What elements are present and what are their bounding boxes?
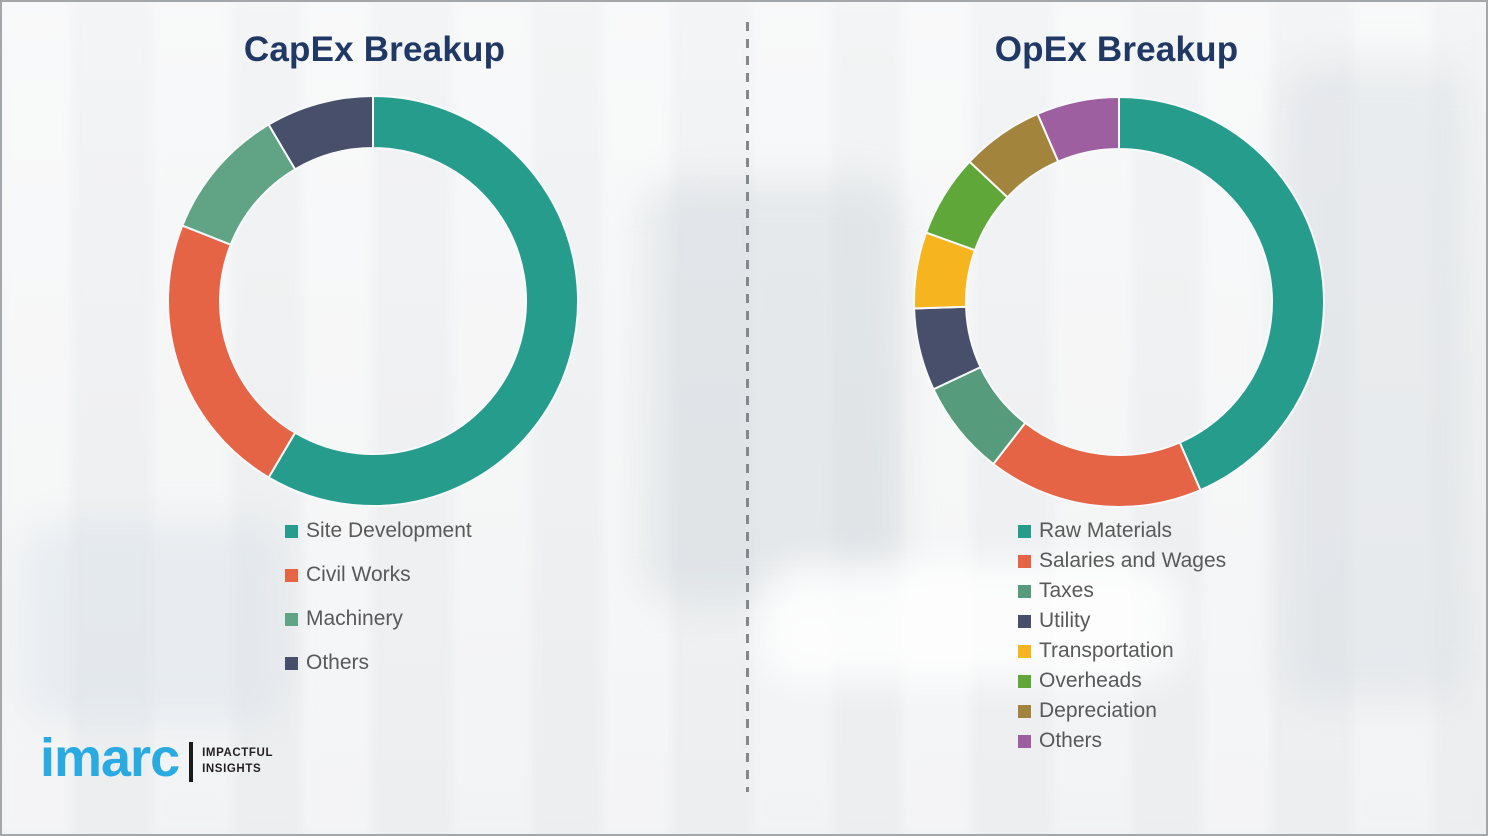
background-blob	[22, 522, 282, 722]
legend-item: Transportation	[1018, 639, 1226, 662]
legend-item: Others	[285, 651, 472, 674]
legend-label: Taxes	[1039, 579, 1094, 602]
legend-swatch	[285, 656, 298, 670]
capex-title: CapEx Breakup	[243, 30, 506, 69]
donut-segment	[1036, 95, 1120, 163]
legend-swatch	[1018, 704, 1031, 718]
legend-swatch	[1018, 734, 1031, 748]
legend-swatch	[1018, 614, 1031, 628]
legend-label: Overheads	[1039, 669, 1142, 692]
legend-label: Depreciation	[1039, 699, 1157, 722]
logo-tagline-line1: IMPACTFUL	[202, 747, 274, 760]
legend-item: Civil Works	[285, 563, 472, 586]
donut-segment	[267, 94, 579, 507]
legend-item: Overheads	[1018, 669, 1226, 692]
legend-item: Machinery	[285, 607, 472, 630]
legend-label: Salaries and Wages	[1039, 549, 1227, 572]
legend-swatch	[1018, 554, 1031, 568]
legend-label: Raw Materials	[1039, 519, 1173, 542]
legend-label: Utility	[1039, 609, 1091, 632]
legend-item: Depreciation	[1018, 699, 1226, 722]
capex-legend: Site Development Civil Works Machinery O…	[285, 519, 472, 696]
legend-swatch	[285, 568, 298, 582]
opex-legend: Raw Materials Salaries and Wages Taxes U…	[1018, 519, 1227, 760]
imarc-logo: imarc IMPACTFUL INSIGHTS	[40, 731, 273, 789]
legend-item: Raw Materials	[1018, 519, 1226, 542]
background-blob	[642, 182, 902, 602]
legend-label: Others	[306, 651, 370, 674]
legend-item: Others	[1018, 729, 1226, 752]
legend-item: Taxes	[1018, 579, 1226, 602]
legend-label: Civil Works	[306, 563, 411, 586]
legend-item: Salaries and Wages	[1018, 549, 1227, 572]
legend-swatch	[285, 524, 298, 538]
legend-item: Utility	[1018, 609, 1226, 632]
legend-swatch	[1018, 524, 1031, 538]
legend-swatch	[1018, 674, 1031, 688]
legend-swatch	[285, 612, 298, 626]
imarc-wordmark: imarc	[40, 728, 180, 788]
legend-label: Machinery	[306, 607, 403, 630]
capex-donut-chart	[167, 94, 579, 507]
legend-item: Site Development	[285, 519, 472, 542]
logo-tagline-line2: INSIGHTS	[202, 763, 262, 775]
donut-segment	[267, 94, 374, 171]
legend-swatch	[1018, 644, 1031, 658]
legend-label: Others	[1039, 729, 1103, 752]
logo-tagline: IMPACTFUL INSIGHTS	[202, 746, 273, 777]
vertical-dashed-divider	[746, 22, 749, 792]
donut-segment	[167, 224, 297, 479]
opex-title: OpEx Breakup	[994, 30, 1239, 69]
legend-label: Site Development	[306, 519, 472, 542]
donut-segment	[1118, 95, 1325, 492]
donut-segment	[991, 421, 1202, 508]
opex-donut-chart	[913, 95, 1325, 508]
logo-divider-bar	[189, 742, 194, 782]
legend-swatch	[1018, 584, 1031, 598]
legend-label: Transportation	[1039, 639, 1174, 662]
